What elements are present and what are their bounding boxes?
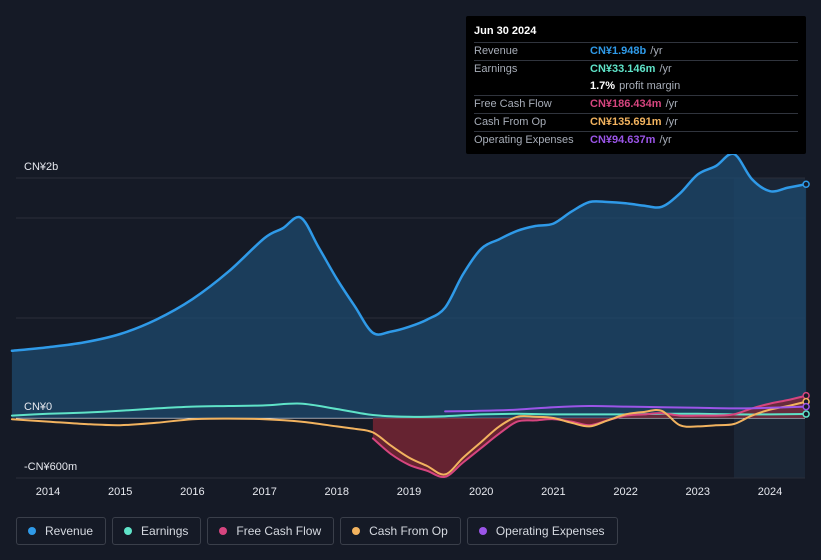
legend-dot-icon — [219, 527, 228, 535]
legend-item-free-cash-flow[interactable]: Free Cash Flow — [207, 517, 335, 545]
x-tick-label: 2024 — [758, 486, 782, 498]
tooltip-row-cash-from-op: Cash From Op CN¥135.691m /yr — [474, 113, 798, 131]
tooltip-row-profit-margin: 1.7% profit margin — [474, 78, 798, 95]
tooltip-value: CN¥94.637m — [590, 134, 656, 146]
x-tick-label: 2020 — [469, 486, 493, 498]
tooltip-label: Cash From Op — [474, 116, 547, 128]
tooltip-row-earnings: Earnings CN¥33.146m /yr — [474, 60, 798, 78]
tooltip-row-operating-expenses: Operating Expenses CN¥94.637m /yr — [474, 131, 798, 149]
legend-item-earnings[interactable]: Earnings — [112, 517, 202, 545]
tooltip-row-revenue: Revenue CN¥1.948b /yr — [474, 42, 798, 60]
tooltip-label — [474, 78, 590, 95]
tooltip-value: 1.7% — [590, 80, 616, 92]
tooltip-row-free-cash-flow: Free Cash Flow CN¥186.434m /yr — [474, 95, 798, 113]
x-tick-label: 2017 — [252, 486, 276, 498]
legend-label: Earnings — [141, 524, 189, 538]
chart-legend: Revenue Earnings Free Cash Flow Cash Fro… — [16, 517, 618, 547]
operating-expenses-line — [444, 404, 808, 413]
x-axis-labels: 2014 2015 2016 2017 2018 2019 2020 2021 2022 2023… — [36, 486, 782, 498]
tooltip-label: Operating Expenses — [474, 134, 574, 146]
x-tick-label: 2022 — [613, 486, 637, 498]
legend-item-operating-expenses[interactable]: Operating Expenses — [466, 517, 618, 545]
x-tick-label: 2023 — [686, 486, 710, 498]
x-tick-label: 2021 — [541, 486, 565, 498]
tooltip-value: CN¥1.948b — [590, 45, 647, 57]
tooltip-unit: profit margin — [619, 80, 681, 92]
x-tick-label: 2016 — [180, 486, 204, 498]
y-tick-label: CN¥2b — [24, 161, 58, 173]
legend-dot-icon — [352, 527, 361, 535]
y-tick-label: -CN¥600m — [24, 461, 77, 473]
data-tooltip: Jun 30 2024 Revenue CN¥1.948b /yr Earnin… — [466, 16, 806, 154]
tooltip-unit: /yr — [665, 116, 678, 128]
y-tick-label: CN¥0 — [24, 401, 52, 413]
revenue-line — [10, 152, 808, 353]
tooltip-date: Jun 30 2024 — [474, 25, 537, 37]
tooltip-value: CN¥186.434m — [590, 98, 662, 110]
tooltip-value: CN¥135.691m — [590, 116, 662, 128]
series-areas — [11, 153, 807, 478]
legend-label: Cash From Op — [369, 524, 448, 538]
tooltip-unit: /yr — [665, 98, 678, 110]
legend-item-revenue[interactable]: Revenue — [16, 517, 107, 545]
legend-label: Free Cash Flow — [236, 524, 322, 538]
revenue-area — [11, 153, 807, 419]
legend-dot-icon — [28, 527, 36, 535]
x-tick-label: 2019 — [397, 486, 421, 498]
earnings-endpoint — [802, 410, 810, 418]
tooltip-unit: /yr — [659, 63, 672, 75]
free-cash-flow-endpoint — [802, 391, 810, 400]
legend-dot-icon — [478, 527, 487, 535]
tooltip-unit: /yr — [650, 45, 663, 57]
tooltip-label: Revenue — [474, 45, 519, 57]
x-tick-label: 2015 — [108, 486, 132, 498]
tooltip-value: CN¥33.146m — [590, 63, 656, 75]
y-axis-labels: CN¥2b CN¥0 -CN¥600m — [24, 161, 77, 473]
legend-item-cash-from-op[interactable]: Cash From Op — [340, 517, 461, 545]
legend-dot-icon — [124, 527, 133, 535]
x-tick-label: 2014 — [36, 486, 60, 498]
series-endpoints — [802, 180, 810, 418]
legend-label: Operating Expenses — [495, 524, 605, 538]
tooltip-label: Earnings — [474, 63, 518, 75]
tooltip-label: Free Cash Flow — [474, 98, 552, 110]
free-cash-flow-line — [371, 394, 808, 479]
legend-label: Revenue — [45, 524, 94, 538]
tooltip-unit: /yr — [659, 134, 672, 146]
revenue-endpoint — [802, 180, 810, 188]
series-lines — [10, 152, 808, 479]
x-tick-label: 2018 — [325, 486, 349, 498]
operating-expenses-endpoint — [802, 402, 810, 411]
cash-from-op-line — [10, 400, 808, 476]
